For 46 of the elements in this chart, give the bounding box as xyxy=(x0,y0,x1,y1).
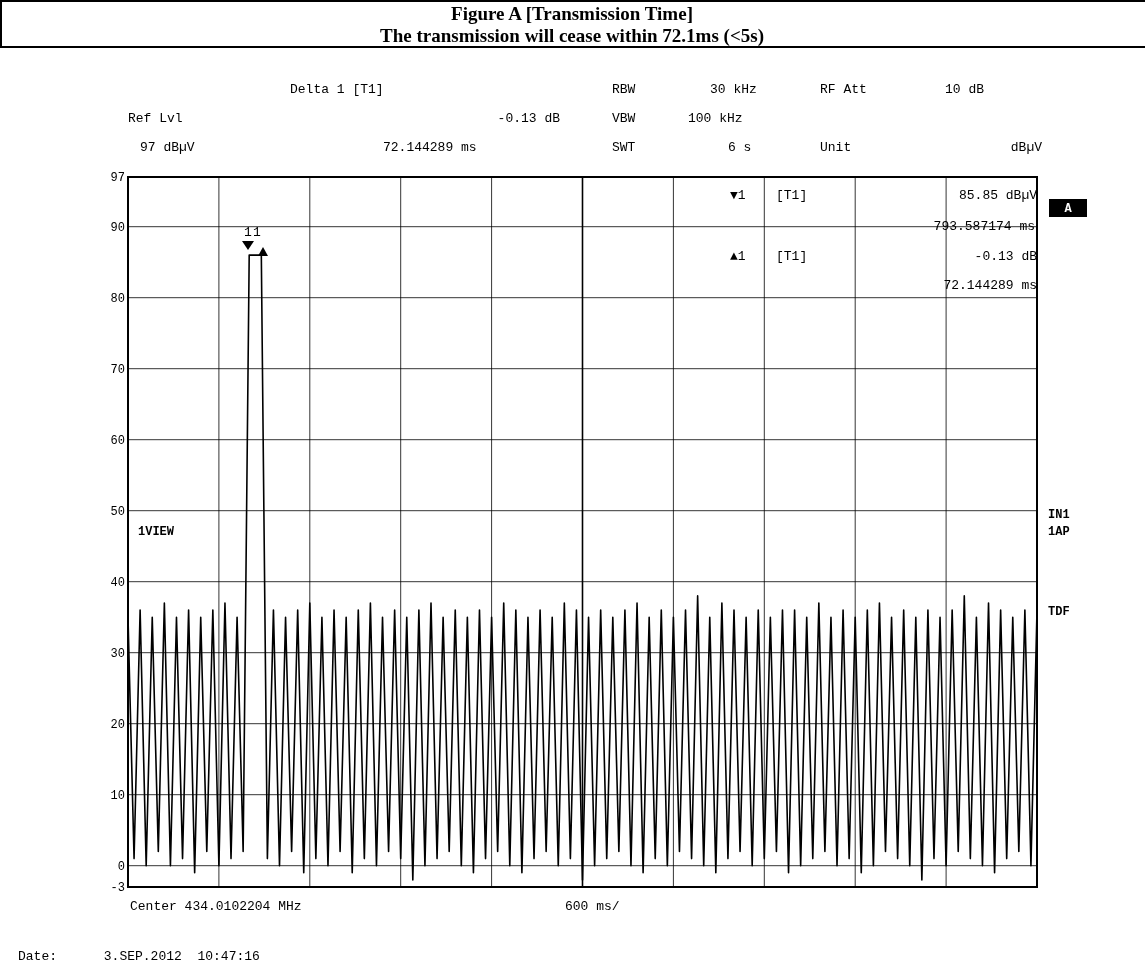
y-tick-label: 50 xyxy=(110,505,125,520)
annotation: 72.144289 ms xyxy=(943,278,1037,293)
text: 30 kHz xyxy=(710,82,757,97)
text: Date: 3.SEP.2012 10:47:16 xyxy=(18,949,260,964)
y-tick-label: 10 xyxy=(110,789,125,804)
annotation: ▼1 xyxy=(730,188,746,203)
annotation: ▲1 xyxy=(730,249,746,264)
y-tick-label: 20 xyxy=(110,718,125,733)
annotation: -0.13 dB xyxy=(974,249,1038,264)
text: 6 s xyxy=(728,140,752,155)
chart-title: Figure A [Transmission Time] xyxy=(451,3,693,24)
text: RBW xyxy=(612,82,636,97)
y-tick-label: 90 xyxy=(110,221,125,236)
text: dBµV xyxy=(1010,140,1043,155)
text: -0.13 dB xyxy=(497,111,561,126)
text: 97 dBµV xyxy=(140,140,195,155)
y-tick-label: 70 xyxy=(110,363,125,378)
text: Delta 1 [T1] xyxy=(290,82,384,97)
text: Unit xyxy=(820,140,852,155)
y-tick-label: 30 xyxy=(110,647,125,662)
text: IN1 xyxy=(1048,508,1070,522)
annotation: 1 xyxy=(253,225,262,240)
y-tick-label: 0 xyxy=(117,860,125,875)
annotation: [T1] xyxy=(776,188,808,203)
annotation: 1 xyxy=(244,225,253,240)
y-tick-label: 80 xyxy=(110,292,125,307)
text: SWT xyxy=(612,140,636,155)
text: A xyxy=(1064,202,1073,216)
text: VBW xyxy=(612,111,636,126)
y-tick-label: 97 xyxy=(110,171,125,186)
annotation: 1VIEW xyxy=(138,525,175,539)
y-tick-label: 60 xyxy=(110,434,125,449)
annotation: 85.85 dBµV xyxy=(958,188,1038,203)
text: Center 434.0102204 MHz xyxy=(130,899,302,914)
text: 10 dB xyxy=(945,82,985,97)
text: 600 ms/ xyxy=(565,899,620,914)
annotation: [T1] xyxy=(776,249,808,264)
text: 1AP xyxy=(1048,525,1070,539)
text: Ref Lvl xyxy=(128,111,183,126)
chart-subtitle: The transmission will cease within 72.1ms (<5s) xyxy=(380,25,764,47)
y-tick-label: 40 xyxy=(110,576,125,591)
text: TDF xyxy=(1048,605,1070,619)
text: RF Att xyxy=(820,82,867,97)
y-tick-label: -3 xyxy=(110,881,125,896)
text: 72.144289 ms xyxy=(383,140,477,155)
text: 100 kHz xyxy=(688,111,743,126)
